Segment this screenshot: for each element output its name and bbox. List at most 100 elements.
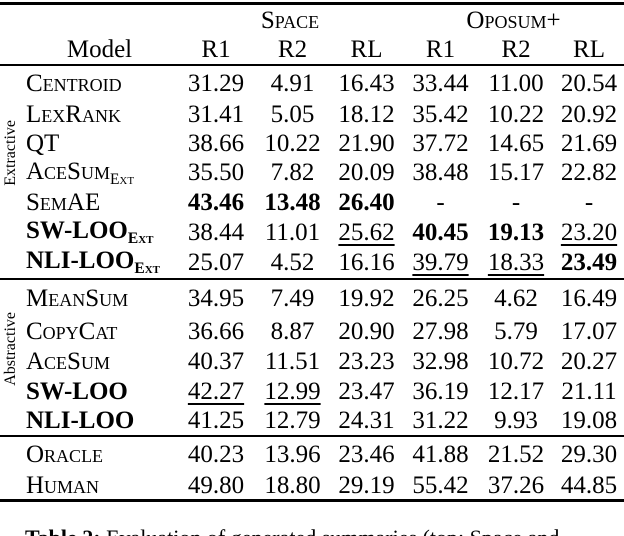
metric-value-text: 34.95	[187, 285, 245, 313]
metric-value-text: 35.50	[187, 159, 245, 187]
model-name-text: SemAE	[26, 188, 101, 216]
metric-value-text: 23.23	[338, 348, 395, 376]
table-row: NLI-LOO 41.25 12.79 24.31 31.22 9.93 19.08	[0, 406, 624, 436]
metric-value-text: 7.82	[270, 159, 315, 187]
metric-value: 16.43	[330, 65, 403, 101]
metric-value-text: 11.01	[264, 218, 321, 246]
metric-value-text: 19.08	[560, 407, 618, 435]
table-row: Extractive Centroid 31.29 4.91 16.43 33.44 11.…	[0, 65, 624, 186]
metric-value: 20.27	[554, 347, 624, 377]
model-subscript: Ext	[134, 260, 160, 278]
metric-value: 40.23	[177, 436, 255, 472]
metric-value: 11.51	[255, 347, 330, 377]
metric-value: 9.93	[478, 406, 554, 436]
model-name: MeanSum	[22, 279, 177, 317]
model-name: SemAE	[22, 188, 177, 217]
metric-value: 40.37	[177, 347, 255, 377]
metric-value-text: 37.26	[487, 472, 545, 500]
metric-value-text: 20.09	[338, 159, 395, 187]
metric-value: 7.82	[255, 158, 330, 189]
metric-value-text: 20.92	[560, 101, 618, 129]
metric-value-text: 20.54	[560, 69, 618, 97]
metric-value: 14.65	[478, 129, 554, 158]
metric-value: 27.98	[403, 317, 478, 347]
metric-value-text: 12.99	[264, 377, 321, 405]
metric-value-text: 49.80	[187, 472, 245, 500]
metric-value: 37.72	[403, 129, 478, 158]
model-name-text: NLI-LOO	[26, 247, 135, 275]
spacer-cell	[0, 36, 22, 65]
metric-value: 38.44	[177, 217, 255, 248]
metric-value: -	[403, 188, 478, 217]
model-name-text: MeanSum	[26, 285, 129, 313]
metric-value: 21.52	[478, 436, 554, 472]
model-name: QT	[22, 129, 177, 158]
model-name: AceSumExt	[22, 158, 177, 189]
metric-value-text: 5.79	[494, 318, 538, 346]
metric-value-text: 5.05	[270, 101, 315, 129]
table-row: Oracle 40.23 13.96 23.46 41.88 21.52 29.30	[0, 436, 624, 472]
model-name: NLI-LOOExt	[22, 247, 177, 279]
metric-value-text: 13.96	[264, 441, 321, 469]
metric-value: 24.31	[330, 406, 403, 436]
metric-value-text: -	[511, 188, 521, 216]
metric-value: 37.26	[478, 472, 554, 501]
metric-value: 22.82	[554, 158, 624, 189]
metric-value: 12.99	[255, 377, 330, 407]
table-row: AceSum 40.37 11.51 23.23 32.98 10.72 20.27	[0, 347, 624, 377]
metric-value-text: 39.79	[412, 249, 469, 277]
model-subscript: Ext	[109, 170, 135, 188]
section-reference: Oracle 40.23 13.96 23.46 41.88 21.52 29.30 Huma…	[0, 436, 624, 501]
metric-value-text: -	[436, 188, 445, 216]
metric-value: 23.20	[554, 217, 624, 248]
metric-value: 38.66	[177, 129, 255, 158]
table-row: QT 38.66 10.22 21.90 37.72 14.65 21.69	[0, 129, 624, 158]
metric-value-text: 10.22	[264, 129, 321, 157]
metric-value-text: 41.25	[187, 407, 245, 435]
metric-value: 19.92	[330, 279, 403, 317]
metric-value-text: 18.80	[264, 472, 321, 500]
metric-value: 35.50	[177, 158, 255, 189]
table-row: LexRank 31.41 5.05 18.12 35.42 10.22 20.92	[0, 101, 624, 130]
metric-value: 26.25	[403, 279, 478, 317]
metric-value-text: 26.25	[412, 285, 469, 313]
metric-value: 32.98	[403, 347, 478, 377]
model-name-text: LexRank	[26, 101, 121, 129]
metric-value: 5.79	[478, 317, 554, 347]
metric-value-text: 18.12	[338, 101, 395, 129]
metric-value-text: 38.44	[187, 218, 245, 246]
metric-value-text: 33.44	[412, 69, 469, 97]
metric-value-text: 21.11	[561, 377, 617, 405]
spacer-cell	[0, 4, 177, 36]
table-row: Abstractive MeanSum 34.95 7.49 19.92 26.25 4.6…	[0, 279, 624, 385]
metric-value: 18.33	[478, 247, 554, 279]
metric-value: 16.49	[554, 279, 624, 317]
model-name-text: AceSum	[26, 348, 110, 376]
section-rotated-label: Extractive	[2, 119, 19, 186]
metric-value: 25.07	[177, 247, 255, 279]
metric-value: 55.42	[403, 472, 478, 501]
metric-value-text: 37.72	[412, 129, 469, 157]
model-name: LexRank	[22, 101, 177, 130]
metric-value-text: 25.07	[187, 249, 245, 277]
metric-value: -	[478, 188, 554, 217]
metric-value: 29.19	[330, 472, 403, 501]
metric-value: 10.22	[255, 129, 330, 158]
metric-value-text: 12.17	[487, 377, 545, 405]
model-name-text: QT	[26, 129, 60, 157]
metric-value-text: 15.17	[487, 159, 545, 187]
metric-value: 12.79	[255, 406, 330, 436]
metric-header-r1-oposum: R1	[425, 36, 456, 63]
metric-value-text: 11.51	[264, 348, 321, 376]
metric-value: 42.27	[177, 377, 255, 407]
table-caption: Table 2: Evaluation of generated summari…	[25, 524, 615, 536]
table-header: Space Oposum+ Model R1 R2 RL R1 R2 RL	[0, 4, 624, 65]
metric-header-rl-oposum: RL	[573, 36, 605, 63]
metric-value-text: 7.49	[270, 285, 315, 313]
metric-value-text: 41.88	[412, 441, 469, 469]
table-row: SW-LOOExt 38.44 11.01 25.62 40.45 19.13 23.20	[0, 217, 624, 248]
metric-value: 18.80	[255, 472, 330, 501]
metric-value-text: 9.93	[494, 407, 538, 435]
metric-value-text: 23.49	[560, 249, 618, 277]
